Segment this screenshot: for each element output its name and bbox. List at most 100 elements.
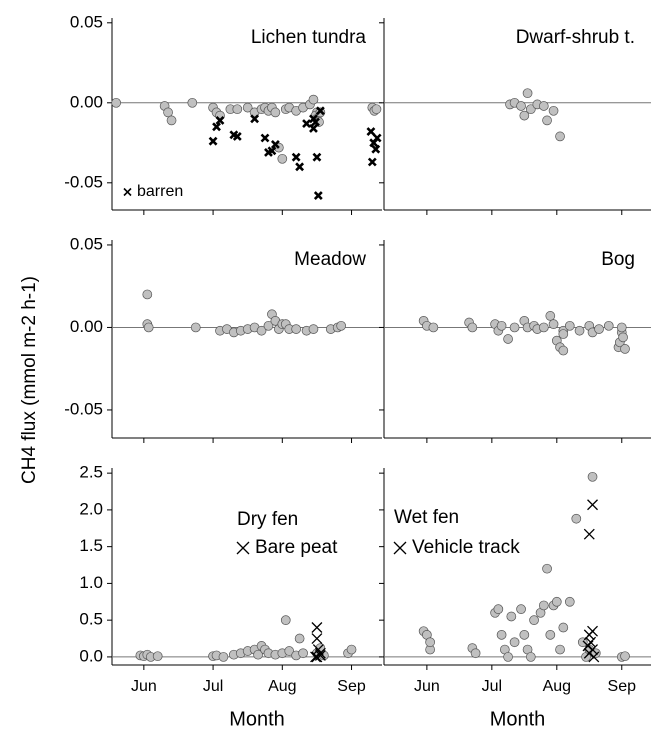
point	[509, 322, 520, 333]
x-tick-label: Jun	[131, 678, 157, 695]
x-point	[312, 152, 322, 162]
point	[428, 322, 439, 333]
point	[571, 513, 582, 524]
x-point	[212, 122, 221, 132]
x-point	[311, 651, 323, 663]
point	[603, 320, 614, 331]
point	[336, 320, 347, 331]
y-tick-label: 0.00	[70, 317, 103, 336]
x-tick-label: Sep	[608, 678, 637, 695]
point	[308, 324, 319, 334]
panel: 0.0 0.5 1.0 1.5 2.0 2.5 Jun Jul Aug Sep Month Dry f…	[79, 463, 382, 730]
x-point	[208, 136, 218, 146]
point	[371, 104, 382, 115]
point	[538, 322, 549, 333]
panel-title: Dry fen	[237, 509, 298, 530]
point	[143, 322, 154, 333]
x-point	[311, 117, 320, 127]
point	[277, 153, 288, 164]
point	[542, 563, 552, 574]
point	[538, 101, 549, 111]
point	[187, 97, 198, 108]
panel: Jun Jul Aug Sep Month Wet fen Vehicle track	[379, 468, 651, 730]
panel-title: Lichen tundra	[251, 27, 367, 48]
point	[545, 630, 556, 640]
x-point	[310, 651, 321, 663]
point	[503, 334, 513, 344]
panel: Bog	[379, 240, 651, 443]
point	[555, 131, 565, 142]
x-point	[232, 131, 242, 141]
point	[218, 652, 229, 662]
point	[425, 637, 435, 648]
point	[298, 648, 308, 659]
y-tick-label: 1.0	[79, 573, 103, 592]
point	[519, 110, 530, 121]
x-point	[366, 127, 376, 137]
x-point	[295, 162, 305, 172]
point	[574, 325, 585, 336]
point	[163, 107, 173, 118]
x-point	[583, 528, 595, 540]
point	[142, 289, 153, 300]
point	[506, 611, 517, 622]
legend-marker	[123, 187, 132, 197]
point	[496, 320, 507, 331]
panel-title: Meadow	[294, 249, 366, 270]
point	[253, 649, 263, 660]
point	[190, 322, 201, 333]
point	[525, 104, 536, 115]
x-point	[371, 144, 381, 154]
point	[587, 471, 598, 482]
point	[516, 604, 526, 614]
point	[620, 651, 630, 662]
y-tick-label: -0.05	[64, 399, 103, 418]
x-tick-label: Aug	[543, 678, 571, 695]
point	[542, 115, 552, 126]
x-tick-label: Sep	[337, 678, 366, 695]
x-point	[588, 651, 600, 663]
point	[545, 311, 556, 321]
x-point	[311, 633, 323, 644]
y-tick-label: 0.05	[70, 234, 103, 253]
point	[548, 319, 559, 329]
point	[558, 329, 569, 339]
x-point	[215, 115, 225, 125]
x-point	[587, 499, 598, 511]
point	[496, 630, 507, 640]
y-tick-label: 2.0	[79, 499, 103, 518]
panel: Dwarf-shrub t.	[379, 18, 651, 215]
point	[270, 107, 281, 118]
x-tick-label: Aug	[268, 678, 296, 695]
x-point	[309, 123, 318, 133]
point	[564, 320, 575, 331]
point	[558, 622, 569, 633]
point	[284, 646, 295, 656]
y-tick-label: 0.00	[70, 92, 103, 111]
point	[529, 615, 539, 626]
y-tick-label: 1.5	[79, 536, 103, 555]
y-tick-label: 0.05	[70, 12, 103, 31]
point	[467, 322, 478, 333]
panel-title: Wet fen	[394, 507, 459, 528]
point	[564, 596, 575, 607]
x-tick-label: Jul	[482, 678, 502, 695]
x-point	[302, 119, 311, 129]
point	[551, 596, 562, 607]
x-point	[250, 114, 260, 124]
point	[256, 325, 267, 336]
y-tick-label: 0.0	[79, 646, 103, 665]
point	[280, 615, 291, 626]
x-axis-label: Month	[490, 708, 546, 730]
point	[525, 652, 536, 662]
point	[538, 600, 549, 611]
x-point	[291, 152, 301, 162]
x-point	[315, 106, 325, 116]
point	[291, 324, 302, 334]
point	[166, 115, 177, 126]
y-axis-label: CH4 flux (mmol m-2 h-1)	[19, 276, 40, 484]
x-point	[260, 133, 270, 143]
point	[522, 88, 533, 99]
x-point	[582, 640, 594, 652]
x-tick-label: Jul	[203, 678, 223, 695]
